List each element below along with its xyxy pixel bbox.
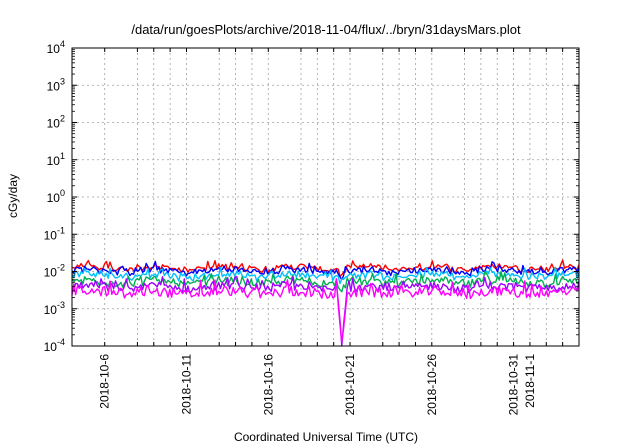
x-tick-label: 2018-10-16 (261, 354, 275, 416)
x-tick-label: 2018-11-1 (523, 354, 537, 408)
x-tick-label: 2018-10-6 (98, 354, 112, 409)
series-group (71, 259, 580, 347)
x-tick-label: 2018-10-21 (343, 354, 357, 416)
x-tick-label: 2018-10-11 (179, 354, 193, 415)
y-tick-label: 100 (47, 188, 65, 205)
y-axis: 10-4 10-3 10-2 10-1 100 101 102 103 104 (44, 39, 579, 354)
series-line (71, 270, 580, 293)
y-tick-label: 10-4 (44, 337, 65, 354)
y-tick-label: 102 (47, 114, 65, 131)
series-line (71, 260, 580, 281)
y-tick-label: 10-2 (44, 263, 65, 280)
grid (72, 48, 579, 346)
y-tick-label: 101 (47, 151, 65, 168)
y-tick-label: 10-1 (44, 225, 65, 242)
series-line (71, 278, 580, 343)
series-line (71, 266, 580, 285)
x-axis: 2018-10-6 2018-10-11 2018-10-16 2018-10-21 2… (98, 48, 564, 416)
x-tick-label: 2018-10-26 (425, 354, 439, 416)
y-tick-label: 104 (47, 39, 65, 56)
y-tick-label: 10-3 (44, 300, 65, 317)
x-tick-label: 2018-10-31 (507, 354, 521, 416)
y-axis-label: cGy/day (6, 174, 20, 218)
y-tick-label: 103 (47, 76, 65, 93)
x-axis-label: Coordinated Universal Time (UTC) (234, 430, 418, 444)
chart-title: /data/run/goesPlots/archive/2018-11-04/f… (131, 22, 521, 37)
